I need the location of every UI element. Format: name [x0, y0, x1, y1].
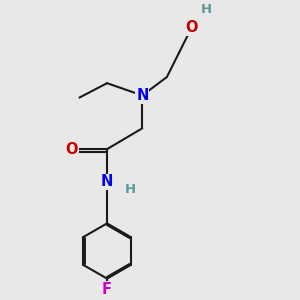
Text: O: O — [65, 142, 78, 157]
Text: F: F — [102, 282, 112, 297]
Text: O: O — [185, 20, 198, 35]
Text: H: H — [201, 3, 212, 16]
Text: N: N — [136, 88, 148, 103]
Text: H: H — [124, 182, 136, 196]
Text: N: N — [101, 175, 113, 190]
